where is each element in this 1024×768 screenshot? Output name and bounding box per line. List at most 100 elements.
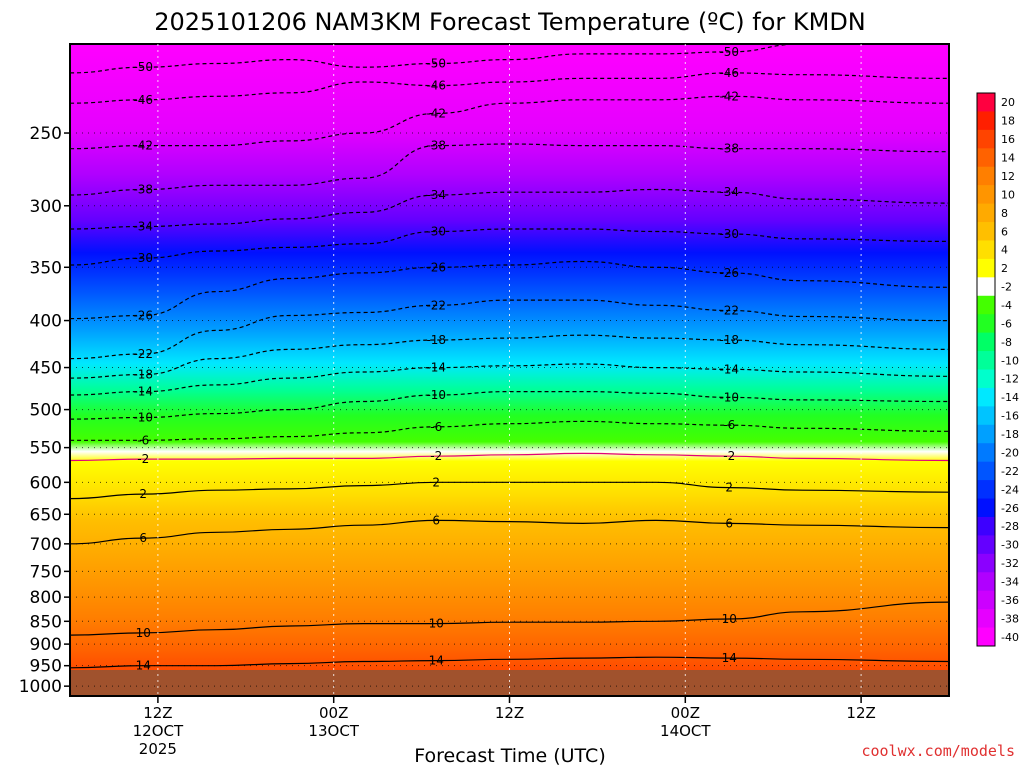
y-tick-label: 650	[30, 505, 62, 525]
y-tick-label: 350	[30, 258, 62, 278]
y-tick-label: 450	[30, 359, 62, 379]
colorbar-label: -40	[1001, 631, 1019, 644]
contour-line	[70, 390, 949, 420]
colorbar-swatch	[977, 572, 995, 592]
contour-label: 6	[432, 513, 440, 527]
colorbar-swatch	[977, 480, 995, 500]
contour-line	[70, 228, 949, 266]
contour-label: -6	[137, 433, 149, 447]
colorbar-swatch	[977, 222, 995, 241]
y-tick-label: 550	[30, 439, 62, 459]
contour-label: 14	[136, 659, 151, 673]
y-tick-label: 700	[30, 535, 62, 555]
contour-label: -30	[719, 227, 739, 241]
colorbar-label: 8	[1001, 207, 1008, 220]
x-tick-label-time: 00Z	[671, 704, 700, 722]
contour-line	[70, 519, 949, 545]
contour-label: -38	[133, 182, 153, 196]
contour-label: -10	[719, 390, 739, 404]
colorbar-swatch	[977, 369, 995, 389]
contour-label: -6	[430, 420, 442, 434]
contour-label: 10	[136, 626, 151, 640]
colorbar-label: -26	[1001, 502, 1019, 515]
contour-label: -14	[719, 362, 739, 376]
colorbar-swatch	[977, 166, 995, 186]
contour-label: -46	[133, 93, 153, 107]
contour-label: 6	[725, 516, 733, 530]
contour-label: -22	[133, 347, 153, 361]
colorbar-swatch	[977, 295, 995, 315]
contour-label: -18	[133, 368, 153, 382]
colorbar-frame	[976, 92, 996, 647]
contour-label: 2	[139, 487, 147, 501]
contour-label: -2	[430, 449, 442, 463]
y-tick-label: 400	[30, 312, 62, 332]
colorbar-swatch	[977, 351, 995, 370]
grid-layer	[70, 44, 949, 696]
colorbar-swatch	[977, 553, 995, 573]
y-tick-label: 1000	[19, 677, 62, 697]
contour-label: -34	[426, 188, 446, 202]
colorbar-swatch	[977, 129, 995, 149]
x-tick-label-time: 12Z	[846, 704, 875, 722]
colorbar-label: -4	[1001, 299, 1012, 312]
colorbar-swatch	[977, 406, 995, 426]
contour-label: 10	[429, 617, 444, 631]
x-tick-label-time: 12Z	[495, 704, 524, 722]
colorbar-swatch	[977, 461, 995, 481]
x-tick-label-year: 2025	[139, 740, 177, 758]
colorbar-swatch	[977, 277, 995, 297]
contour-label: -34	[719, 185, 739, 199]
x-tick-label-date: 13OCT	[308, 722, 359, 740]
colorbar-label: -22	[1001, 465, 1019, 478]
y-tick-label: 800	[30, 588, 62, 608]
contour-label: -38	[719, 142, 739, 156]
x-tick-label-date: 14OCT	[660, 722, 711, 740]
x-tick-label-date: 12OCT	[133, 722, 184, 740]
y-tick-label: 500	[30, 401, 62, 421]
colorbar-swatch	[977, 148, 995, 168]
colorbar-label: -36	[1001, 594, 1019, 607]
y-axis-ticks: 250 300 350 400 450 500 550 600 650 700 750 800 850 9…	[19, 124, 70, 697]
contour-label: -46	[719, 66, 739, 80]
contour-label: 10	[722, 612, 737, 626]
contour-line	[70, 481, 949, 500]
x-tick-label-time: 12Z	[143, 704, 172, 722]
y-tick-label: 600	[30, 473, 62, 493]
contour-line	[70, 44, 949, 74]
contour-label: 6	[139, 531, 147, 545]
colorbar-label: 12	[1001, 170, 1015, 183]
contour-label: -10	[133, 410, 153, 424]
colorbar-label: 16	[1001, 133, 1015, 146]
contour-line	[70, 299, 949, 360]
colorbar-label: -2	[1001, 281, 1012, 294]
colorbar-swatch	[977, 627, 995, 647]
colorbar-swatch	[977, 424, 995, 444]
contour-label: -10	[426, 388, 446, 402]
colorbar-label: -38	[1001, 612, 1019, 625]
colorbar-label: 18	[1001, 115, 1015, 128]
contour-label: -42	[719, 89, 739, 103]
colorbar-swatch	[977, 609, 995, 629]
credit-link[interactable]: coolwx.com/models	[861, 742, 1015, 760]
colorbar-label: -10	[1001, 354, 1019, 367]
contour-label: -30	[426, 225, 446, 239]
contour-label: -22	[426, 298, 446, 312]
contour-label: -14	[133, 385, 153, 399]
colorbar-label: -34	[1001, 575, 1019, 588]
colorbar-swatch	[977, 535, 995, 555]
y-tick-label: 850	[30, 612, 62, 632]
colorbar-label: 6	[1001, 225, 1008, 238]
colorbar-swatch	[977, 258, 995, 278]
y-tick-label: 750	[30, 562, 62, 582]
colorbar-label: -6	[1001, 317, 1012, 330]
colorbar-swatch	[977, 516, 995, 536]
contour-label: -26	[719, 266, 739, 280]
chart-title: 2025101206 NAM3KM Forecast Temperature (…	[154, 8, 866, 36]
colorbar-swatch	[977, 387, 995, 407]
contour-label: -42	[133, 139, 153, 153]
colorbar-label: -24	[1001, 483, 1019, 496]
contour-line	[70, 188, 949, 230]
